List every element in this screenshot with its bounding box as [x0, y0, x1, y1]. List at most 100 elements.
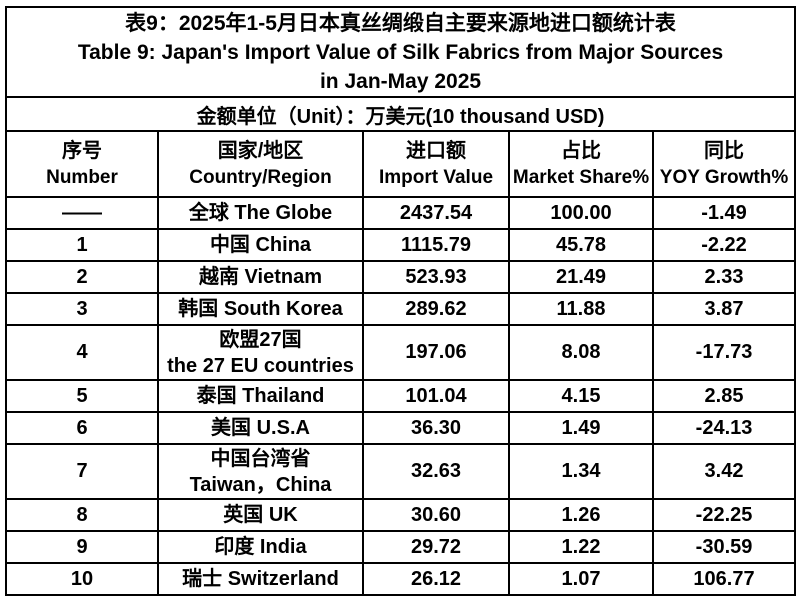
table-row: 3 韩国 South Korea 289.62 11.88 3.87: [5, 292, 797, 326]
col-header-number-en: Number: [46, 167, 118, 188]
cell-import-value: 197.06: [362, 324, 510, 381]
col-header-market-share: 占比 Market Share%: [508, 130, 654, 198]
cell-import-value: 32.63: [362, 443, 510, 500]
import-statistics-table: 表9：2025年1-5月日本真丝绸缎自主要来源地进口额统计表 Table 9: …: [4, 6, 797, 596]
cell-region-line1: 全球 The Globe: [188, 202, 333, 224]
cell-region: 泰国 Thailand: [157, 379, 364, 413]
cell-number: 6: [5, 411, 159, 445]
table-title: 表9：2025年1-5月日本真丝绸缎自主要来源地进口额统计表 Table 9: …: [4, 6, 797, 98]
cell-market-share: 4.15: [508, 379, 654, 413]
col-header-region-en: Country/Region: [189, 167, 332, 188]
cell-region-line1: 韩国 South Korea: [178, 298, 343, 320]
table-row: 4 欧盟27国 the 27 EU countries 197.06 8.08 …: [5, 324, 797, 381]
cell-number: 3: [5, 292, 159, 326]
cell-region: 欧盟27国 the 27 EU countries: [157, 324, 364, 381]
cell-region-line1: 中国 China: [209, 234, 312, 256]
cell-region-line1: 印度 India: [214, 536, 307, 558]
col-header-import-value-cn: 进口额: [406, 140, 466, 162]
cell-number: ——: [5, 196, 159, 230]
table-row: 6 美国 U.S.A 36.30 1.49 -24.13: [5, 411, 797, 445]
cell-yoy-growth: -1.49: [651, 196, 797, 230]
cell-number: 9: [5, 530, 159, 564]
cell-market-share: 1.34: [508, 443, 654, 500]
cell-number: 8: [5, 498, 159, 532]
cell-region-line1: 英国 UK: [223, 504, 298, 526]
cell-import-value: 289.62: [362, 292, 510, 326]
cell-import-value: 523.93: [362, 260, 510, 294]
cell-region-line1: 瑞士 Switzerland: [182, 568, 339, 590]
cell-number: 2: [5, 260, 159, 294]
cell-number: 5: [5, 379, 159, 413]
table-title-cn: 表9：2025年1-5月日本真丝绸缎自主要来源地进口额统计表: [125, 11, 676, 35]
col-header-number: 序号 Number: [5, 130, 159, 198]
cell-region-line1: 越南 Vietnam: [199, 266, 322, 288]
cell-market-share: 1.26: [508, 498, 654, 532]
cell-region: 全球 The Globe: [157, 196, 364, 230]
table-row: 2 越南 Vietnam 523.93 21.49 2.33: [5, 260, 797, 294]
cell-yoy-growth: -24.13: [651, 411, 797, 445]
col-header-import-value: 进口额 Import Value: [362, 130, 510, 198]
cell-market-share: 45.78: [508, 228, 654, 262]
cell-yoy-growth: -2.22: [651, 228, 797, 262]
table-row: 5 泰国 Thailand 101.04 4.15 2.85: [5, 379, 797, 413]
cell-import-value: 2437.54: [362, 196, 510, 230]
cell-market-share: 21.49: [508, 260, 654, 294]
cell-yoy-growth: 2.33: [651, 260, 797, 294]
cell-region: 瑞士 Switzerland: [157, 562, 364, 596]
cell-market-share: 11.88: [508, 292, 654, 326]
table-row: 10 瑞士 Switzerland 26.12 1.07 106.77: [5, 562, 797, 596]
cell-yoy-growth: -17.73: [651, 324, 797, 381]
col-header-region-cn: 国家/地区: [217, 140, 304, 162]
cell-yoy-growth: -22.25: [651, 498, 797, 532]
cell-import-value: 36.30: [362, 411, 510, 445]
cell-import-value: 101.04: [362, 379, 510, 413]
cell-market-share: 8.08: [508, 324, 654, 381]
cell-region: 美国 U.S.A: [157, 411, 364, 445]
table-row: 8 英国 UK 30.60 1.26 -22.25: [5, 498, 797, 532]
cell-region-line1: 美国 U.S.A: [211, 417, 310, 439]
table-row: 1 中国 China 1115.79 45.78 -2.22: [5, 228, 797, 262]
cell-market-share: 100.00: [508, 196, 654, 230]
unit-row: 金额单位（Unit）：万美元(10 thousand USD): [4, 96, 797, 132]
col-header-region: 国家/地区 Country/Region: [157, 130, 364, 198]
cell-yoy-growth: -30.59: [651, 530, 797, 564]
cell-region: 印度 India: [157, 530, 364, 564]
cell-market-share: 1.22: [508, 530, 654, 564]
cell-yoy-growth: 2.85: [651, 379, 797, 413]
cell-import-value: 30.60: [362, 498, 510, 532]
cell-market-share: 1.49: [508, 411, 654, 445]
cell-market-share: 1.07: [508, 562, 654, 596]
cell-region: 韩国 South Korea: [157, 292, 364, 326]
col-header-market-share-cn: 占比: [561, 140, 601, 162]
table-row: 7 中国台湾省 Taiwan，China 32.63 1.34 3.42: [5, 443, 797, 500]
cell-region-line2: Taiwan，China: [189, 473, 332, 496]
table-row: 9 印度 India 29.72 1.22 -30.59: [5, 530, 797, 564]
cell-yoy-growth: 106.77: [651, 562, 797, 596]
cell-region: 中国台湾省 Taiwan，China: [157, 443, 364, 500]
col-header-number-cn: 序号: [62, 140, 102, 162]
cell-import-value: 26.12: [362, 562, 510, 596]
cell-region-line2: the 27 EU countries: [167, 354, 354, 377]
cell-yoy-growth: 3.42: [651, 443, 797, 500]
col-header-yoy-growth-en: YOY Growth%: [659, 167, 789, 188]
title-row: 表9：2025年1-5月日本真丝绸缎自主要来源地进口额统计表 Table 9: …: [4, 6, 797, 98]
cell-region-line1: 欧盟27国: [219, 328, 302, 351]
cell-region-line1: 中国台湾省: [210, 447, 311, 470]
cell-number: 7: [5, 443, 159, 500]
cell-yoy-growth: 3.87: [651, 292, 797, 326]
cell-import-value: 29.72: [362, 530, 510, 564]
cell-region-line1: 泰国 Thailand: [196, 385, 325, 407]
col-header-market-share-en: Market Share%: [512, 167, 650, 188]
col-header-import-value-en: Import Value: [378, 167, 494, 188]
cell-region: 中国 China: [157, 228, 364, 262]
table-title-period: in Jan-May 2025: [319, 69, 482, 93]
unit-note: 金额单位（Unit）：万美元(10 thousand USD): [4, 96, 797, 132]
col-header-yoy-growth: 同比 YOY Growth%: [651, 130, 797, 198]
col-header-yoy-growth-cn: 同比: [704, 140, 745, 162]
table-title-en: Table 9: Japan's Import Value of Silk Fa…: [77, 40, 724, 64]
table-row: —— 全球 The Globe 2437.54 100.00 -1.49: [5, 196, 797, 230]
cell-number: 4: [5, 324, 159, 381]
cell-number: 10: [5, 562, 159, 596]
header-row: 序号 Number 国家/地区 Country/Region 进口额 Impor…: [5, 130, 797, 198]
